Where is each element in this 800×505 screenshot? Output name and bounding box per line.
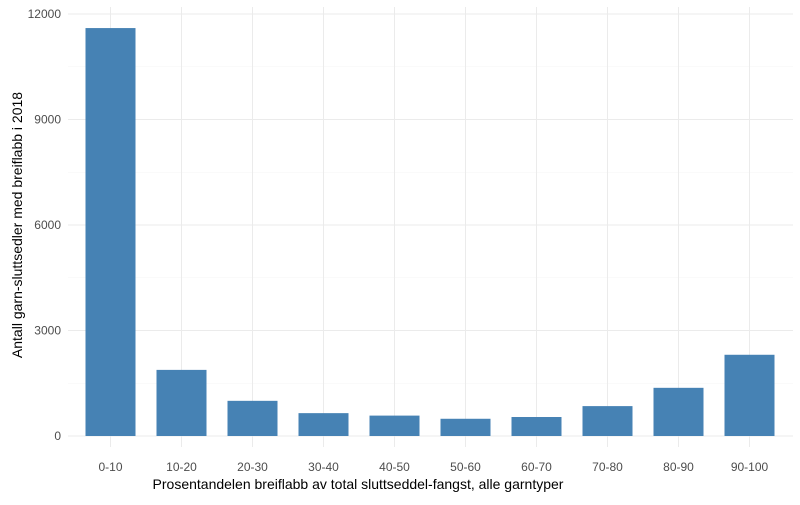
- bar-0-10: [85, 28, 136, 437]
- x-axis-ticks: 0-10 10-20 20-30 30-40 40-50 50-60 60-70 70-80 8…: [98, 460, 768, 474]
- bar-90-100: [724, 354, 775, 436]
- x-tick-label: 60-70: [521, 460, 552, 474]
- bar-40-50: [369, 415, 420, 436]
- bar-layer: [85, 28, 775, 437]
- y-axis-title: Antall garn-sluttsedler med breiflabb i …: [9, 92, 25, 358]
- bar-80-90: [653, 387, 704, 436]
- y-tick-label: 3000: [34, 324, 61, 338]
- x-tick-label: 30-40: [308, 460, 339, 474]
- y-tick-label: 12000: [28, 7, 62, 21]
- x-tick-label: 80-90: [663, 460, 694, 474]
- y-tick-label: 9000: [34, 113, 61, 127]
- x-tick-label: 40-50: [379, 460, 410, 474]
- y-tick-label: 6000: [34, 218, 61, 232]
- bar-50-60: [440, 418, 491, 436]
- y-tick-label: 0: [54, 429, 61, 443]
- x-tick-label: 90-100: [731, 460, 769, 474]
- x-tick-label: 50-60: [450, 460, 481, 474]
- x-axis-title: Prosentandelen breiflabb av total slutts…: [153, 476, 564, 492]
- grid-layer: [68, 7, 793, 447]
- bar-60-70: [511, 417, 562, 436]
- x-tick-label: 0-10: [98, 460, 122, 474]
- bar-70-80: [582, 406, 633, 436]
- x-tick-label: 70-80: [592, 460, 623, 474]
- bar-10-20: [156, 369, 207, 436]
- x-tick-label: 10-20: [166, 460, 197, 474]
- x-tick-label: 20-30: [237, 460, 268, 474]
- y-axis-ticks: 0 3000 6000 9000 12000: [28, 7, 62, 443]
- bar-20-30: [227, 400, 278, 436]
- bar-30-40: [298, 413, 349, 436]
